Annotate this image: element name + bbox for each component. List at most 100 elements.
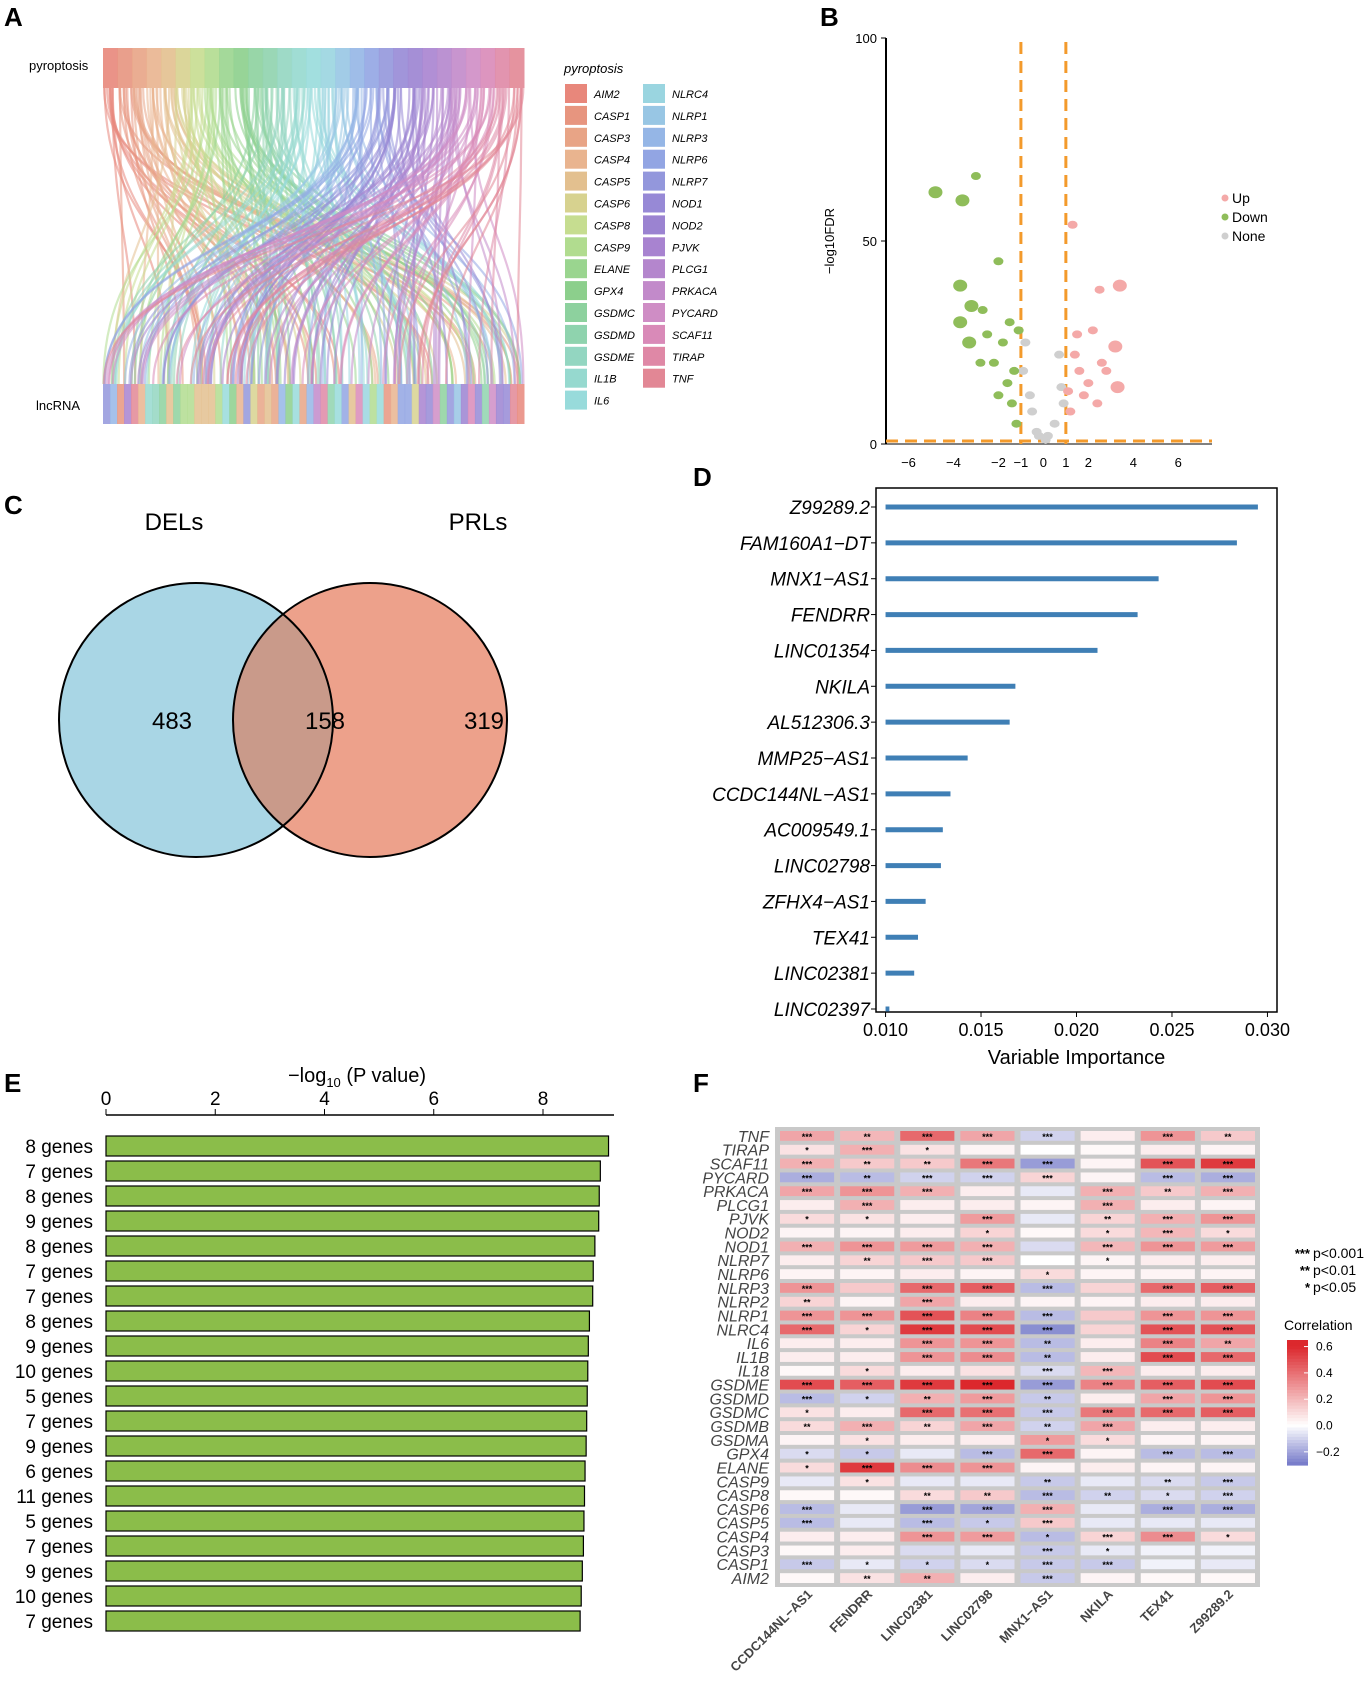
sankey-flow: [283, 87, 418, 385]
heatmap-cell-stars: ***: [1042, 1381, 1053, 1391]
heatmap-cell: [780, 1504, 835, 1514]
sankey-lncrna-node: [467, 384, 476, 424]
sig-legend-stars: ***: [1295, 1246, 1311, 1261]
volcano-point-up: [1063, 387, 1074, 396]
sankey-flow: [478, 87, 511, 385]
sankey-legend-label: CASP6: [594, 199, 631, 211]
heatmap-cell-stars: ***: [922, 1187, 933, 1197]
volcano-point-up: [1078, 391, 1089, 400]
heatmap-cell-stars: *: [1046, 1533, 1050, 1543]
heatmap-cell-stars: ***: [1102, 1560, 1113, 1570]
heatmap-cell: [1140, 1504, 1195, 1514]
heatmap-row-label: NLRP1: [717, 1308, 769, 1325]
volcano-point-none: [1054, 350, 1065, 359]
volcano-point-down: [962, 336, 977, 349]
sankey-legend-label: PRKACA: [672, 286, 717, 298]
heatmap-cell: [1200, 1421, 1255, 1431]
heatmap-cell: [1140, 1172, 1195, 1183]
heatmap-cell: [840, 1131, 895, 1141]
heatmap-cell-stars: ***: [1042, 1546, 1053, 1556]
importance-frame: [875, 487, 1278, 1013]
enrichment-category-label: 9 genes: [25, 1437, 93, 1458]
sankey-legend-swatch: [565, 149, 587, 169]
enrichment-category-label: 7 genes: [25, 1262, 93, 1283]
heatmap-cell-stars: ***: [862, 1146, 873, 1156]
volcano-point-up: [1108, 340, 1123, 353]
enrichment-category-label: 7 genes: [25, 1412, 93, 1433]
heatmap-cell-stars: ***: [982, 1311, 993, 1321]
heatmap-cell: [900, 1573, 955, 1583]
volcano-point-up: [1067, 220, 1078, 229]
colorbar-segment: [1287, 1461, 1308, 1466]
panel-label-c: C: [4, 490, 23, 520]
heatmap-cell-stars: ***: [922, 1505, 933, 1515]
heatmap-cell-stars: *: [1106, 1436, 1110, 1446]
colorbar-segment: [1287, 1374, 1308, 1379]
sankey-lncrna-node: [320, 384, 329, 424]
heatmap-cell-stars: **: [1044, 1339, 1052, 1349]
heatmap-cell: [780, 1517, 835, 1528]
colorbar-segment: [1287, 1433, 1308, 1438]
heatmap-cell: [1080, 1324, 1135, 1335]
colorbar-segment: [1287, 1452, 1308, 1457]
heatmap-cell-stars: *: [1106, 1229, 1110, 1239]
heatmap-cell: [840, 1379, 895, 1390]
heatmap-cell-stars: *: [1226, 1533, 1230, 1543]
sankey-legend-title: pyroptosis: [563, 61, 624, 76]
sankey-lncrna-node: [516, 384, 525, 424]
enrichment-category-label: 8 genes: [25, 1137, 93, 1158]
sankey-flow: [111, 87, 269, 385]
heatmap-cell: [1080, 1517, 1135, 1528]
heatmap-cell: [840, 1310, 895, 1321]
heatmap-cell: [960, 1186, 1015, 1197]
heatmap-cell-stars: ***: [982, 1408, 993, 1418]
heatmap-cell: [1080, 1365, 1135, 1376]
heatmap-cell: [1080, 1255, 1135, 1266]
sankey-node-CASP5: [161, 48, 177, 88]
heatmap-cell: [840, 1517, 895, 1528]
importance-category-label: LINC01354: [774, 641, 870, 662]
heatmap-cell-stars: ***: [982, 1463, 993, 1473]
sankey-lncrna-node: [152, 384, 160, 424]
heatmap-cell: [900, 1504, 955, 1514]
enrichment-category-label: 7 genes: [25, 1162, 93, 1183]
importance-category-label: FAM160A1−DT: [740, 534, 871, 555]
enrichment-category-label: 7 genes: [25, 1537, 93, 1558]
heatmap-cell-stars: ***: [1163, 1229, 1174, 1239]
heatmap-cell: [780, 1324, 835, 1335]
sankey-legend-label: GSDME: [594, 352, 635, 364]
heatmap-cell: [1080, 1186, 1135, 1197]
heatmap-cell: [960, 1200, 1015, 1210]
heatmap-cell-stars: ***: [922, 1298, 933, 1308]
heatmap-row-label: IL18: [738, 1364, 769, 1381]
heatmap-cell: [1200, 1476, 1255, 1487]
heatmap-cell: [1140, 1531, 1195, 1542]
enrichment-category-label: 9 genes: [25, 1562, 93, 1583]
heatmap-cell: [840, 1186, 895, 1197]
sankey-node-GSDMD: [262, 48, 278, 88]
volcano-legend-dot: [1221, 232, 1229, 240]
heatmap-cell: [780, 1462, 835, 1473]
sankey-lncrna-node: [425, 384, 434, 424]
volcano-point-down: [1002, 379, 1013, 388]
colorbar-segment: [1287, 1377, 1308, 1382]
heatmap-cell: [900, 1227, 955, 1238]
sankey-lncrna-node: [138, 384, 146, 424]
sankey-lncrna-node: [453, 384, 462, 424]
heatmap-cell: [1080, 1352, 1135, 1362]
sankey-lncrna-node: [404, 384, 413, 424]
heatmap-cell-stars: **: [1044, 1477, 1052, 1487]
enrichment-bar: [105, 1335, 589, 1357]
heatmap-cell: [840, 1435, 895, 1445]
volcano-legend-label: None: [1232, 228, 1266, 244]
importance-category-label: Z99289.2: [789, 498, 871, 519]
sig-legend-stars: **: [1300, 1263, 1311, 1278]
heatmap-cell: [780, 1365, 835, 1376]
heatmap-cell-stars: ***: [982, 1325, 993, 1335]
sankey-flow: [110, 87, 193, 385]
heatmap-cell-stars: ***: [1223, 1505, 1234, 1515]
sankey-legend-label: CASP4: [594, 155, 630, 167]
heatmap-cell: [900, 1296, 955, 1307]
sankey-legend-label: NLRP7: [672, 177, 708, 189]
colorbar-segment: [1287, 1383, 1308, 1388]
